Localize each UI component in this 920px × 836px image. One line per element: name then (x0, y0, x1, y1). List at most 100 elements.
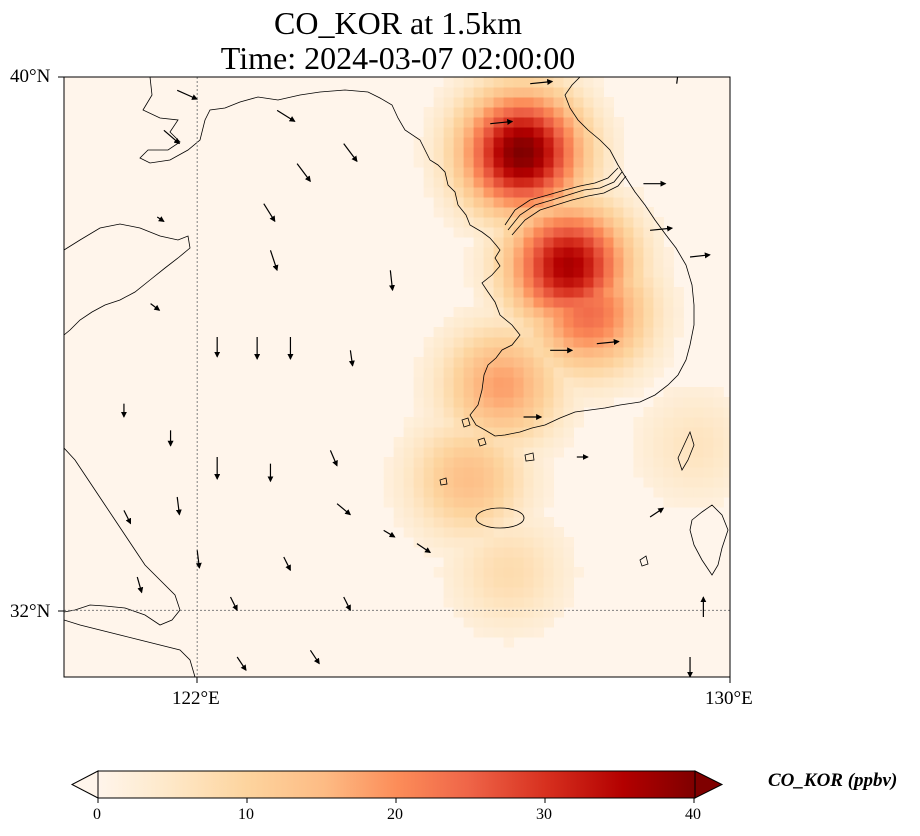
field-cell (653, 357, 664, 368)
field-cell (473, 307, 485, 318)
field-cell (513, 617, 525, 628)
field-cell (573, 287, 584, 298)
field-cell (423, 407, 435, 418)
field-cell (473, 557, 485, 568)
field-cell (633, 457, 644, 468)
field-cell (533, 397, 545, 408)
field-cell (503, 547, 515, 558)
field-cell (463, 457, 475, 468)
field-cell (633, 237, 644, 248)
field-cell (493, 477, 505, 488)
field-cell (653, 487, 664, 498)
field-cell (453, 607, 465, 618)
field-cell (713, 417, 724, 428)
field-cell (523, 387, 535, 398)
field-cell (473, 577, 485, 588)
field-cell (483, 237, 495, 248)
field-cell (533, 437, 545, 448)
field-cell (483, 437, 495, 448)
field-cell (433, 197, 445, 208)
field-cell (503, 167, 515, 178)
field-cell (593, 157, 604, 168)
field-cell (423, 367, 435, 378)
field-cell (413, 487, 425, 498)
field-cell (553, 277, 564, 288)
wind-arrow (229, 596, 238, 612)
field-cell (483, 277, 495, 288)
field-cell (523, 417, 535, 428)
field-cell (483, 447, 495, 458)
field-cell (483, 177, 495, 188)
field-cell (403, 527, 415, 538)
field-cell (633, 427, 644, 438)
field-cell (603, 317, 614, 328)
field-cell (523, 627, 535, 638)
field-cell (413, 417, 425, 428)
field-cell (493, 407, 505, 418)
field-cell (623, 187, 634, 198)
field-cell (533, 617, 545, 628)
field-cell (593, 147, 604, 158)
field-cell (563, 347, 574, 358)
field-cell (643, 467, 654, 478)
field-cell (523, 617, 535, 628)
field-cell (543, 267, 555, 278)
field-cell (483, 147, 495, 158)
field-cell (703, 417, 714, 428)
field-cell (653, 257, 664, 268)
field-cell (483, 357, 495, 368)
field-cell (423, 127, 435, 138)
field-cell (553, 117, 564, 128)
field-cell (483, 577, 495, 588)
field-cell (563, 77, 574, 88)
field-cell (633, 307, 644, 318)
field-cell (603, 277, 614, 288)
field-cell (583, 277, 594, 288)
field-cell (553, 107, 564, 118)
field-cell (483, 597, 495, 608)
field-cell (483, 87, 495, 98)
field-cell (443, 567, 455, 578)
field-cell (493, 367, 505, 378)
field-cell (583, 167, 594, 178)
field-cell (473, 97, 485, 108)
field-cell (413, 357, 425, 368)
field-cell (543, 177, 555, 188)
field-cell (523, 217, 535, 228)
field-cell (603, 147, 614, 158)
field-cell (683, 447, 694, 458)
field-cell (583, 77, 594, 88)
field-cell (583, 237, 594, 248)
field-cell (473, 547, 485, 558)
field-cell (643, 437, 654, 448)
field-cell (543, 127, 555, 138)
field-cell (713, 397, 724, 408)
field-cell (593, 177, 604, 188)
field-cell (483, 627, 495, 638)
field-cell (463, 187, 475, 198)
field-cell (453, 487, 465, 498)
field-cell (623, 297, 634, 308)
field-cell (393, 517, 405, 528)
field-cell (433, 127, 445, 138)
field-cell (533, 567, 545, 578)
wind-arrow (416, 543, 432, 554)
field-cell (653, 347, 664, 358)
field-cell (453, 417, 465, 428)
field-cell (503, 207, 515, 218)
field-cell (503, 487, 515, 498)
field-cell (613, 347, 624, 358)
field-cell (393, 467, 405, 478)
field-cell (533, 187, 545, 198)
field-cell (453, 577, 465, 588)
field-cell (673, 417, 684, 428)
field-cell (663, 497, 674, 508)
field-cell (543, 287, 555, 298)
field-cell (553, 297, 564, 308)
field-cell (413, 147, 425, 158)
field-cell (533, 77, 545, 78)
field-cell (533, 247, 545, 258)
axis-ticks (58, 76, 731, 683)
field-cell (593, 217, 604, 228)
field-cell (503, 257, 515, 268)
